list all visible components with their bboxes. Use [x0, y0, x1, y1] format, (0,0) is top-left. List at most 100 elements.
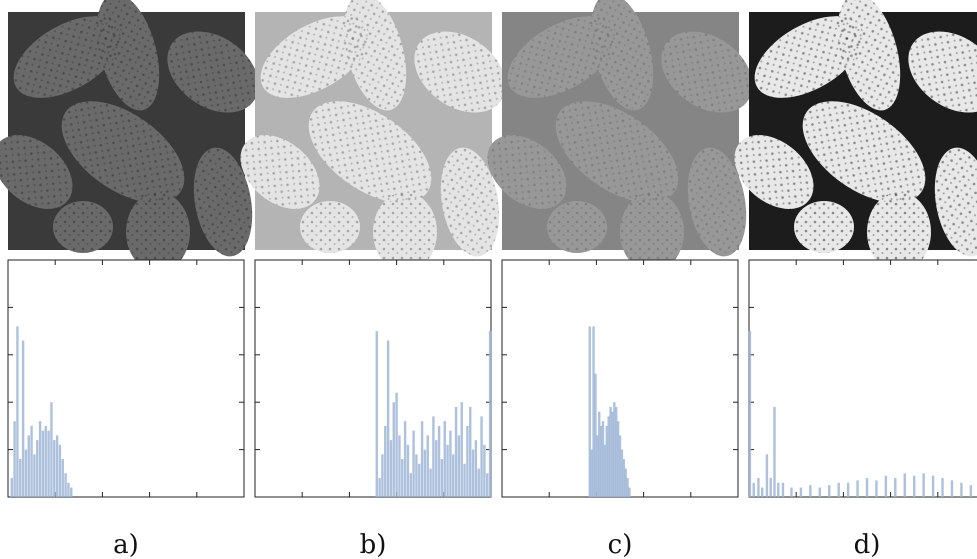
histogram-frame: [748, 259, 977, 498]
histogram-bar: [55, 435, 59, 497]
histogram-bar: [426, 435, 429, 497]
histogram-bar: [463, 463, 466, 497]
histogram-bar: [601, 421, 605, 497]
histogram-bar: [460, 402, 463, 497]
histogram-bar: [799, 487, 803, 497]
image-a: [0, 0, 275, 273]
histogram-bar: [592, 326, 595, 497]
histogram-bar: [41, 430, 45, 497]
histogram-bar: [913, 475, 916, 497]
histogram-bar: [894, 478, 897, 497]
panel-label: a): [113, 530, 139, 559]
histogram-bar: [418, 463, 421, 497]
histogram-bar: [375, 331, 378, 497]
histogram-bar: [599, 425, 603, 497]
panel-label: b): [360, 530, 387, 559]
histogram-bar: [401, 459, 404, 497]
histogram-bar: [64, 473, 67, 497]
panel-label: d): [854, 530, 881, 559]
image-d: [720, 0, 977, 273]
histogram-bar: [471, 449, 475, 497]
histogram-bar: [61, 459, 64, 497]
histogram-bar: [477, 468, 480, 497]
histogram-bar: [809, 485, 812, 497]
histogram-bar: [378, 478, 381, 497]
histogram-bar: [36, 440, 39, 497]
histogram-bar: [392, 402, 395, 497]
histogram-bar: [58, 444, 62, 497]
histogram-bar: [27, 435, 30, 497]
histogram-bar: [420, 421, 424, 497]
histogram-bar: [828, 485, 831, 497]
histogram-bar: [38, 421, 42, 497]
histogram-bar: [865, 478, 869, 497]
histogram-bar: [603, 444, 607, 497]
histogram-bar: [457, 435, 461, 497]
histogram-bar: [483, 444, 486, 497]
histogram-bar: [931, 475, 935, 497]
histogram-bar: [941, 478, 944, 497]
histogram-bar: [969, 485, 973, 497]
histogram-bar: [452, 454, 455, 497]
histogram-bar: [605, 425, 608, 497]
histogram-bar: [486, 473, 489, 497]
histogram-bar: [412, 430, 415, 497]
histogram-bar: [598, 411, 601, 497]
histogram-bar: [903, 473, 906, 497]
histogram-bar: [435, 440, 438, 497]
histogram-bar: [757, 478, 760, 497]
histogram-bar: [884, 475, 888, 497]
histogram-bar: [773, 406, 776, 497]
histogram-bar: [596, 435, 599, 497]
histogram-bar: [454, 406, 458, 497]
histogram-bar: [781, 482, 785, 497]
histogram-bar: [950, 480, 954, 497]
histogram-bar: [474, 440, 478, 497]
histogram-bar: [30, 425, 33, 497]
histogram-bar: [777, 482, 780, 497]
histogram-bar: [432, 416, 435, 497]
histogram-bar: [446, 444, 449, 497]
histogram-bar: [628, 487, 631, 497]
histogram-bar: [437, 425, 441, 497]
histogram-bar: [398, 435, 401, 497]
histogram-bar: [53, 440, 56, 497]
histogram-bar: [818, 487, 821, 497]
histogram-bar: [960, 482, 963, 497]
histogram-bar: [24, 449, 28, 497]
histogram-bar: [837, 482, 840, 497]
histogram-bar: [47, 430, 50, 497]
histogram-bar: [769, 478, 772, 497]
histogram-bar: [21, 340, 25, 497]
histogram-bar: [611, 411, 614, 497]
histogram-bar: [19, 459, 22, 497]
histogram-frame: [254, 259, 492, 498]
histogram-bar: [440, 459, 444, 497]
histogram-bar: [616, 421, 620, 497]
histogram-bar: [466, 425, 469, 497]
histogram-bar: [13, 421, 16, 497]
histogram-bar: [429, 468, 432, 497]
histogram-bar: [10, 478, 13, 497]
histogram-bar: [607, 416, 610, 497]
histogram-bar: [622, 459, 625, 497]
histogram-bar: [44, 425, 47, 497]
histogram-bar: [609, 406, 612, 497]
histogram-bar: [16, 326, 19, 497]
histogram-bar: [488, 331, 492, 497]
histogram-bar: [381, 454, 384, 497]
histogram-bar: [395, 392, 398, 497]
histogram-bar: [748, 331, 752, 497]
histogram-bar: [386, 340, 390, 497]
histogram-bar: [588, 326, 591, 497]
histogram-bar: [618, 435, 622, 497]
histogram-frame: [7, 259, 245, 498]
histogram-bar: [449, 430, 452, 497]
histogram-bar: [70, 487, 73, 497]
histogram-bar: [790, 487, 793, 497]
panel-label: c): [608, 530, 633, 559]
histogram-bar: [423, 449, 427, 497]
histogram-bar: [624, 468, 627, 497]
histogram-bar: [50, 402, 53, 497]
